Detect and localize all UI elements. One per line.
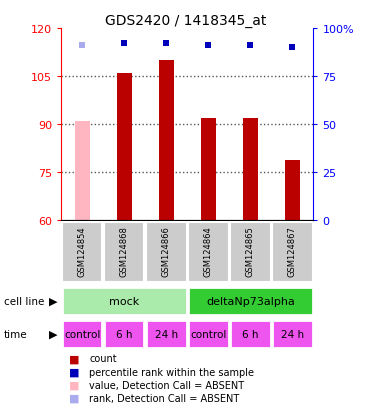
- Text: GSM124868: GSM124868: [120, 226, 129, 276]
- Text: percentile rank within the sample: percentile rank within the sample: [89, 367, 254, 377]
- Bar: [117, 74, 132, 221]
- Text: control: control: [190, 329, 227, 339]
- Bar: [146, 222, 187, 282]
- Text: GSM124867: GSM124867: [288, 226, 297, 276]
- Text: control: control: [64, 329, 101, 339]
- Text: ▶: ▶: [49, 329, 58, 339]
- Text: GSM124865: GSM124865: [246, 226, 255, 276]
- Text: count: count: [89, 354, 116, 363]
- Text: GDS2420 / 1418345_at: GDS2420 / 1418345_at: [105, 14, 266, 28]
- Bar: [146, 320, 187, 348]
- Text: deltaNp73alpha: deltaNp73alpha: [206, 296, 295, 306]
- Text: 24 h: 24 h: [155, 329, 178, 339]
- Text: time: time: [4, 329, 27, 339]
- Bar: [104, 222, 144, 282]
- Text: 6 h: 6 h: [116, 329, 132, 339]
- Text: GSM124854: GSM124854: [78, 226, 87, 276]
- Bar: [285, 160, 300, 221]
- Text: ■: ■: [69, 367, 79, 377]
- Bar: [272, 222, 313, 282]
- Text: ■: ■: [69, 393, 79, 403]
- Text: mock: mock: [109, 296, 139, 306]
- Bar: [188, 320, 229, 348]
- Text: 24 h: 24 h: [281, 329, 304, 339]
- Bar: [272, 320, 313, 348]
- Bar: [188, 222, 229, 282]
- Text: 6 h: 6 h: [242, 329, 259, 339]
- Text: GSM124864: GSM124864: [204, 226, 213, 276]
- Bar: [62, 320, 102, 348]
- Bar: [159, 61, 174, 221]
- Text: GSM124866: GSM124866: [162, 226, 171, 276]
- Bar: [201, 119, 216, 221]
- Bar: [230, 222, 270, 282]
- Bar: [230, 320, 270, 348]
- Text: ▶: ▶: [49, 296, 58, 306]
- Bar: [62, 287, 187, 315]
- Bar: [62, 222, 102, 282]
- Text: value, Detection Call = ABSENT: value, Detection Call = ABSENT: [89, 380, 244, 390]
- Text: ■: ■: [69, 380, 79, 390]
- Bar: [188, 287, 313, 315]
- Text: ■: ■: [69, 354, 79, 363]
- Bar: [75, 122, 90, 221]
- Text: rank, Detection Call = ABSENT: rank, Detection Call = ABSENT: [89, 393, 239, 403]
- Bar: [243, 119, 258, 221]
- Bar: [104, 320, 144, 348]
- Text: cell line: cell line: [4, 296, 44, 306]
